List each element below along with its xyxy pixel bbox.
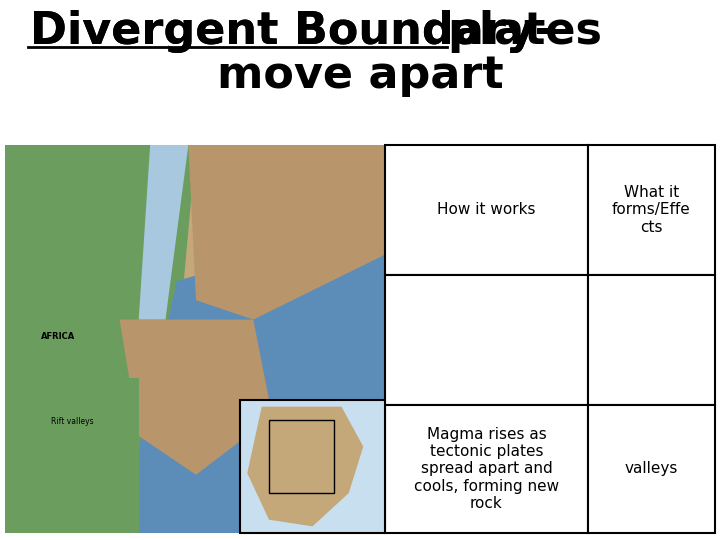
Bar xyxy=(385,275,588,405)
Polygon shape xyxy=(5,145,196,416)
Bar xyxy=(5,378,139,533)
Bar xyxy=(385,405,588,533)
Polygon shape xyxy=(247,407,364,526)
Text: Divergent Boundary-: Divergent Boundary- xyxy=(30,10,553,53)
Bar xyxy=(5,145,387,533)
Text: plates: plates xyxy=(447,10,602,53)
Text: AFRICA: AFRICA xyxy=(41,332,76,341)
Bar xyxy=(5,145,387,320)
Text: move apart: move apart xyxy=(217,54,503,97)
Bar xyxy=(240,400,385,533)
Text: valleys: valleys xyxy=(625,462,678,476)
Text: Rift valleys: Rift valleys xyxy=(51,417,94,427)
Bar xyxy=(5,145,387,533)
Text: Divergent Boundary-: Divergent Boundary- xyxy=(30,10,553,53)
Polygon shape xyxy=(189,145,387,320)
Bar xyxy=(588,275,715,405)
Text: Divergent Boundary- plates: Divergent Boundary- plates xyxy=(30,10,720,53)
Text: Magma rises as
tectonic plates
spread apart and
cools, forming new
rock: Magma rises as tectonic plates spread ap… xyxy=(414,427,559,511)
Bar xyxy=(385,145,588,275)
Bar xyxy=(588,405,715,533)
Bar xyxy=(269,420,334,493)
Text: What it
forms/Effe
cts: What it forms/Effe cts xyxy=(612,185,691,235)
Text: How it works: How it works xyxy=(437,202,536,218)
Polygon shape xyxy=(139,145,189,320)
Polygon shape xyxy=(120,222,387,533)
Polygon shape xyxy=(120,320,272,475)
Bar xyxy=(588,145,715,275)
